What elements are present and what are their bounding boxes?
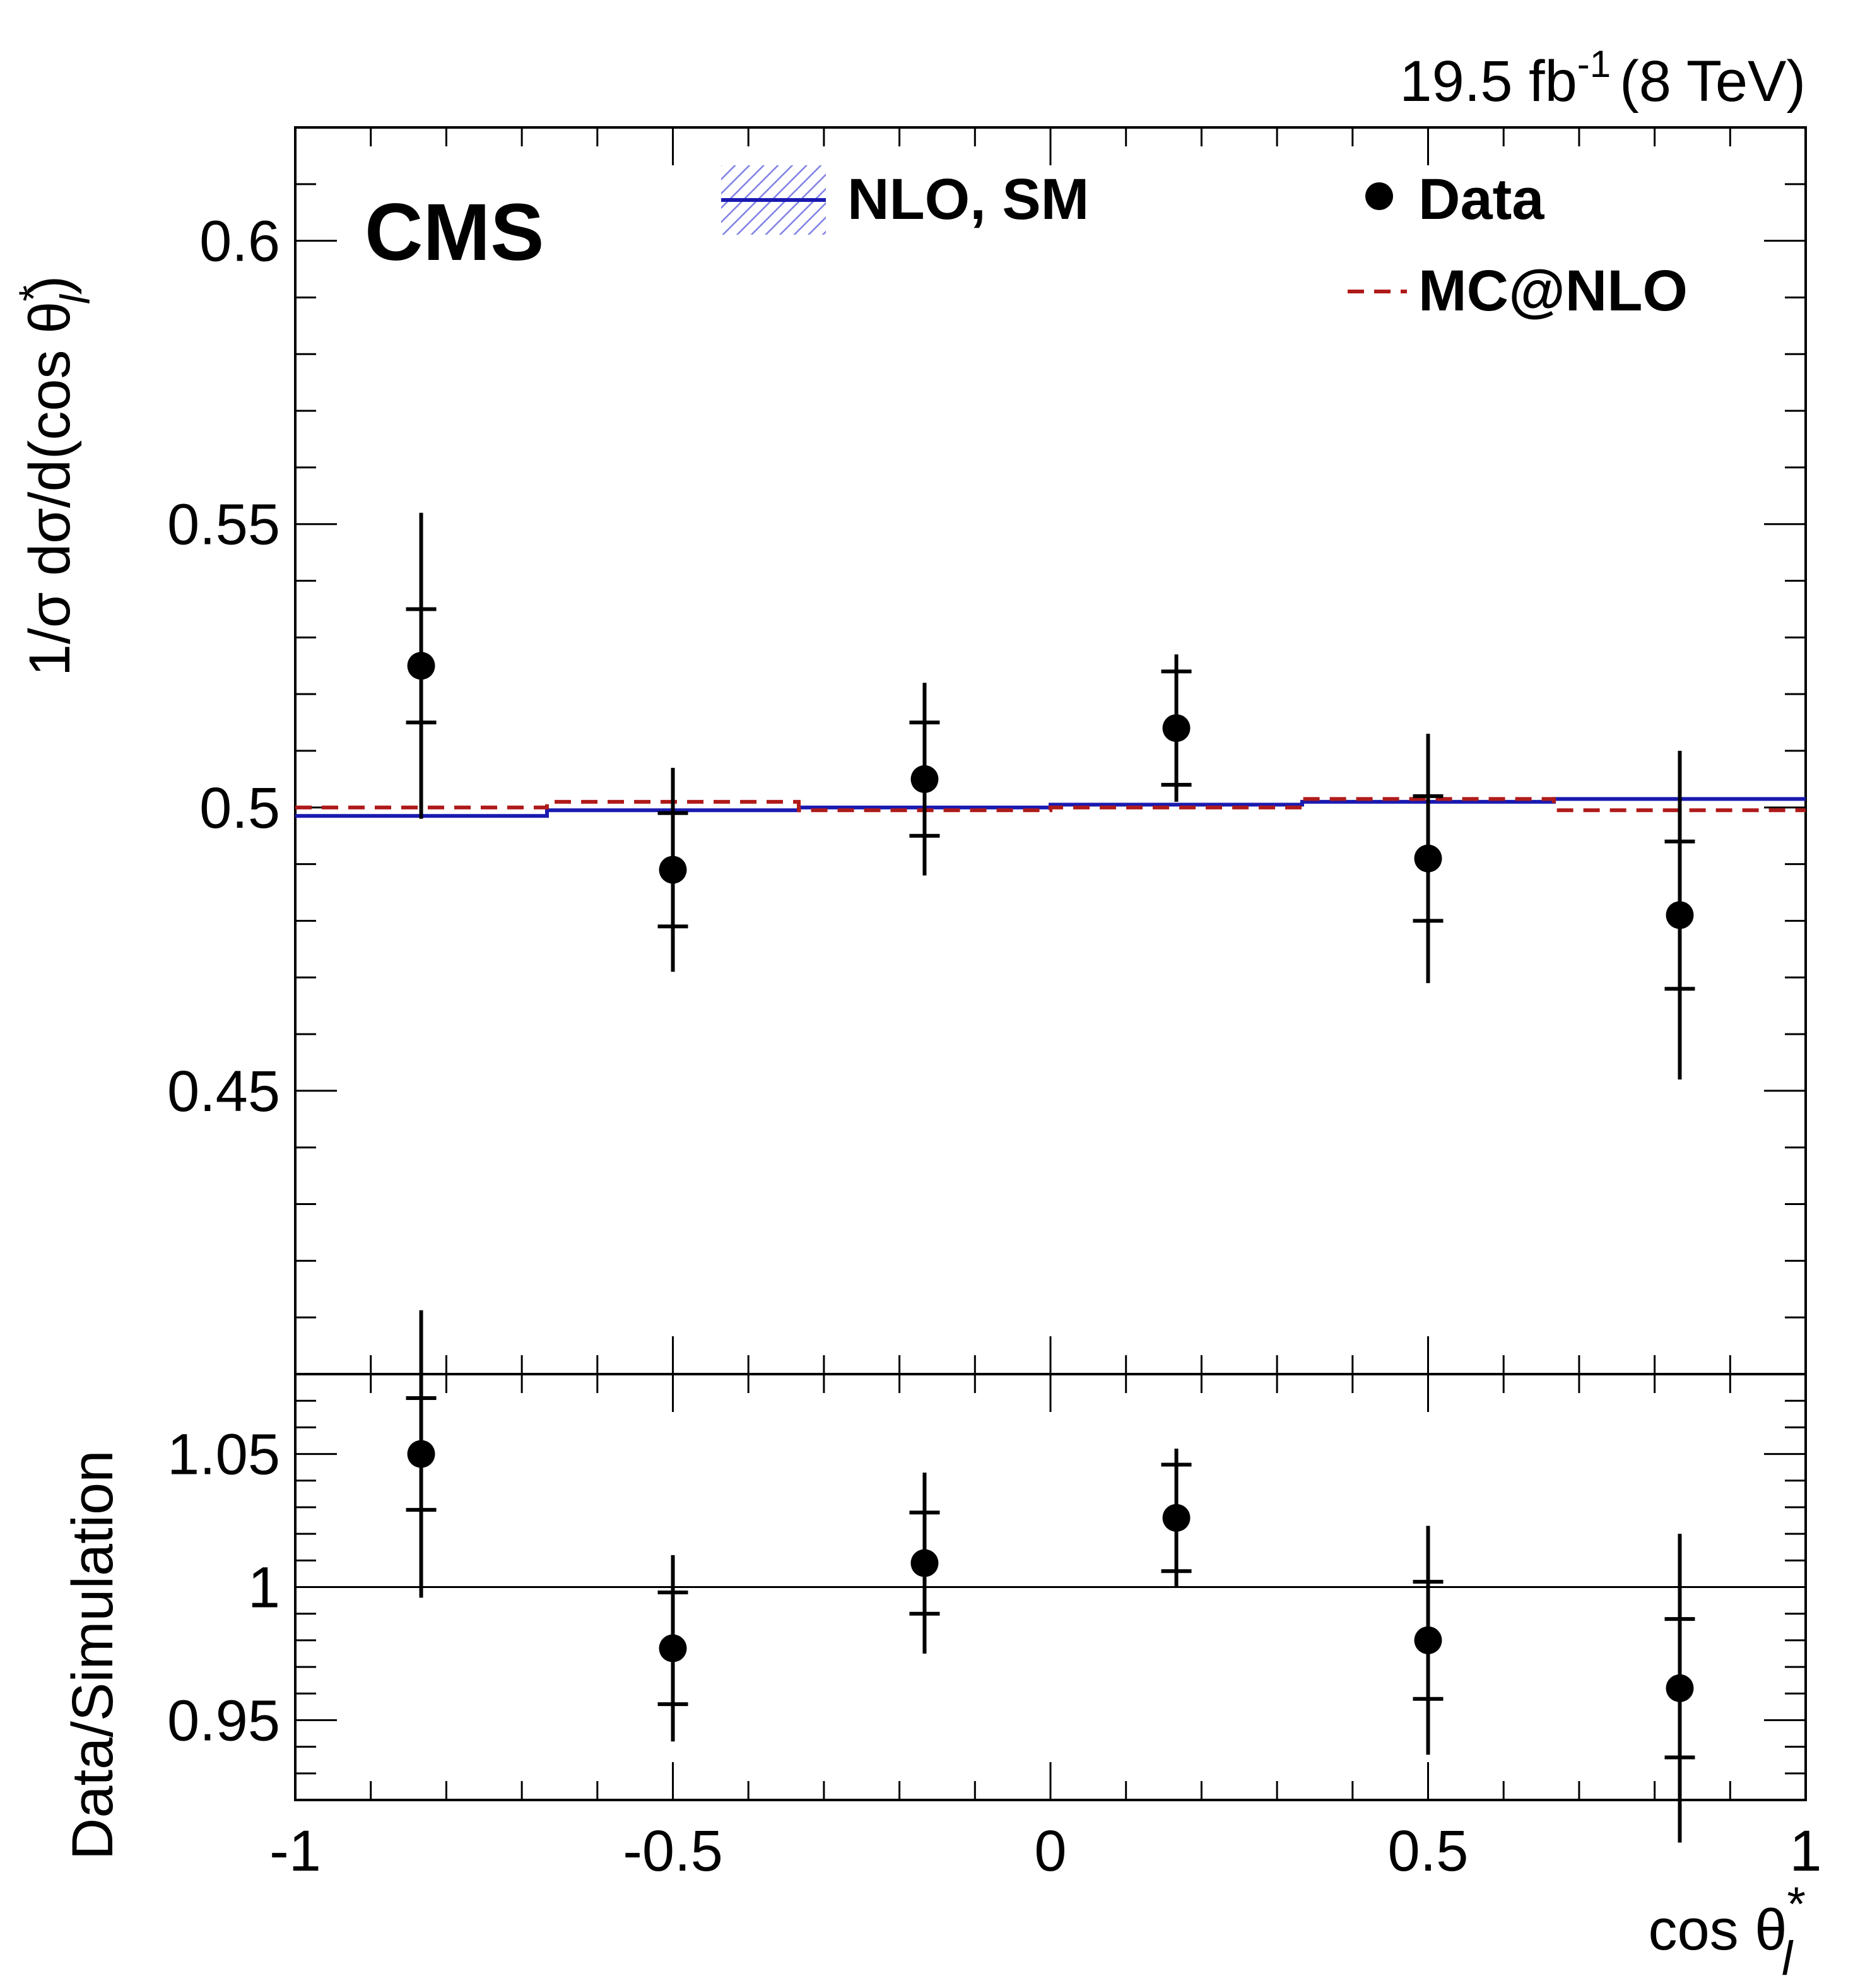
legend-data-label: Data bbox=[1418, 167, 1544, 232]
data-point bbox=[1666, 901, 1694, 929]
main-panel: CMS NLO, SM Data MC@NLO 0.45 0.5 0.55 0.6 1… bbox=[10, 126, 1807, 1375]
ratio-y-tick-label: 1 bbox=[248, 1556, 280, 1620]
ratio-data-points bbox=[406, 1310, 1695, 1843]
legend-nlo-label: NLO, SM bbox=[847, 167, 1089, 232]
main-y-tick-label: 0.5 bbox=[199, 776, 280, 840]
data-point bbox=[910, 765, 939, 793]
main-y-tick-label: 0.45 bbox=[167, 1059, 280, 1124]
ratio-point bbox=[910, 1549, 939, 1577]
data-point bbox=[1162, 714, 1191, 743]
x-tick-labels: -1 -0.5 0 0.5 1 bbox=[269, 1819, 1821, 1883]
main-y-axis-title: 1/σ dσ/d(cos θ*l) bbox=[10, 276, 98, 676]
x-tick-label: 0.5 bbox=[1388, 1819, 1469, 1883]
ratio-y-axis-title: Data/Simulation bbox=[61, 1450, 125, 1860]
ratio-point bbox=[1666, 1674, 1694, 1702]
main-data-points bbox=[406, 512, 1695, 1079]
legend: NLO, SM Data MC@NLO bbox=[721, 165, 1688, 323]
x-tick-label: -0.5 bbox=[623, 1819, 723, 1883]
experiment-label: CMS bbox=[365, 187, 544, 278]
ratio-ticks: 0.95 1 1.05 bbox=[167, 1374, 1806, 1800]
data-point bbox=[407, 652, 435, 680]
legend-data-marker bbox=[1365, 182, 1393, 210]
data-point bbox=[1414, 844, 1442, 873]
ratio-y-tick-label: 0.95 bbox=[167, 1688, 280, 1753]
main-ticks: 0.45 0.5 0.55 0.6 bbox=[167, 127, 1806, 1374]
mcatnlo-histogram bbox=[295, 797, 1806, 813]
main-y-tick-label: 0.6 bbox=[199, 209, 280, 274]
lumi-label: 19.5 fb-1 (8 TeV) bbox=[1399, 43, 1806, 114]
main-y-tick-label: 0.55 bbox=[167, 493, 280, 557]
ratio-point bbox=[1162, 1503, 1191, 1532]
ratio-panel: 0.95 1 1.05 Data/Simulation -1 -0.5 0 0.5 1 co… bbox=[61, 1310, 1822, 1985]
data-point bbox=[659, 856, 687, 884]
ratio-point bbox=[659, 1634, 687, 1662]
ratio-y-tick-label: 1.05 bbox=[167, 1423, 280, 1487]
x-axis-title: cos θ* l bbox=[1649, 1878, 1806, 1985]
x-tick-label: 1 bbox=[1789, 1819, 1821, 1883]
legend-mcatnlo-label: MC@NLO bbox=[1418, 259, 1688, 323]
x-tick-label: 0 bbox=[1034, 1819, 1066, 1883]
ratio-point bbox=[1414, 1626, 1442, 1654]
x-tick-label: -1 bbox=[269, 1819, 321, 1883]
main-series bbox=[295, 797, 1806, 818]
ratio-point bbox=[407, 1440, 435, 1468]
